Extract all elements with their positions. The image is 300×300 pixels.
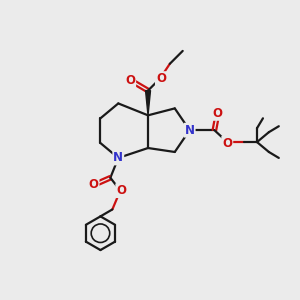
Polygon shape	[146, 91, 151, 115]
Text: O: O	[222, 136, 232, 150]
Text: N: N	[113, 152, 123, 164]
Text: O: O	[125, 74, 135, 87]
Text: O: O	[116, 184, 126, 197]
Text: O: O	[88, 178, 98, 191]
Text: O: O	[212, 107, 222, 120]
Text: O: O	[156, 72, 166, 85]
Text: N: N	[184, 124, 195, 137]
